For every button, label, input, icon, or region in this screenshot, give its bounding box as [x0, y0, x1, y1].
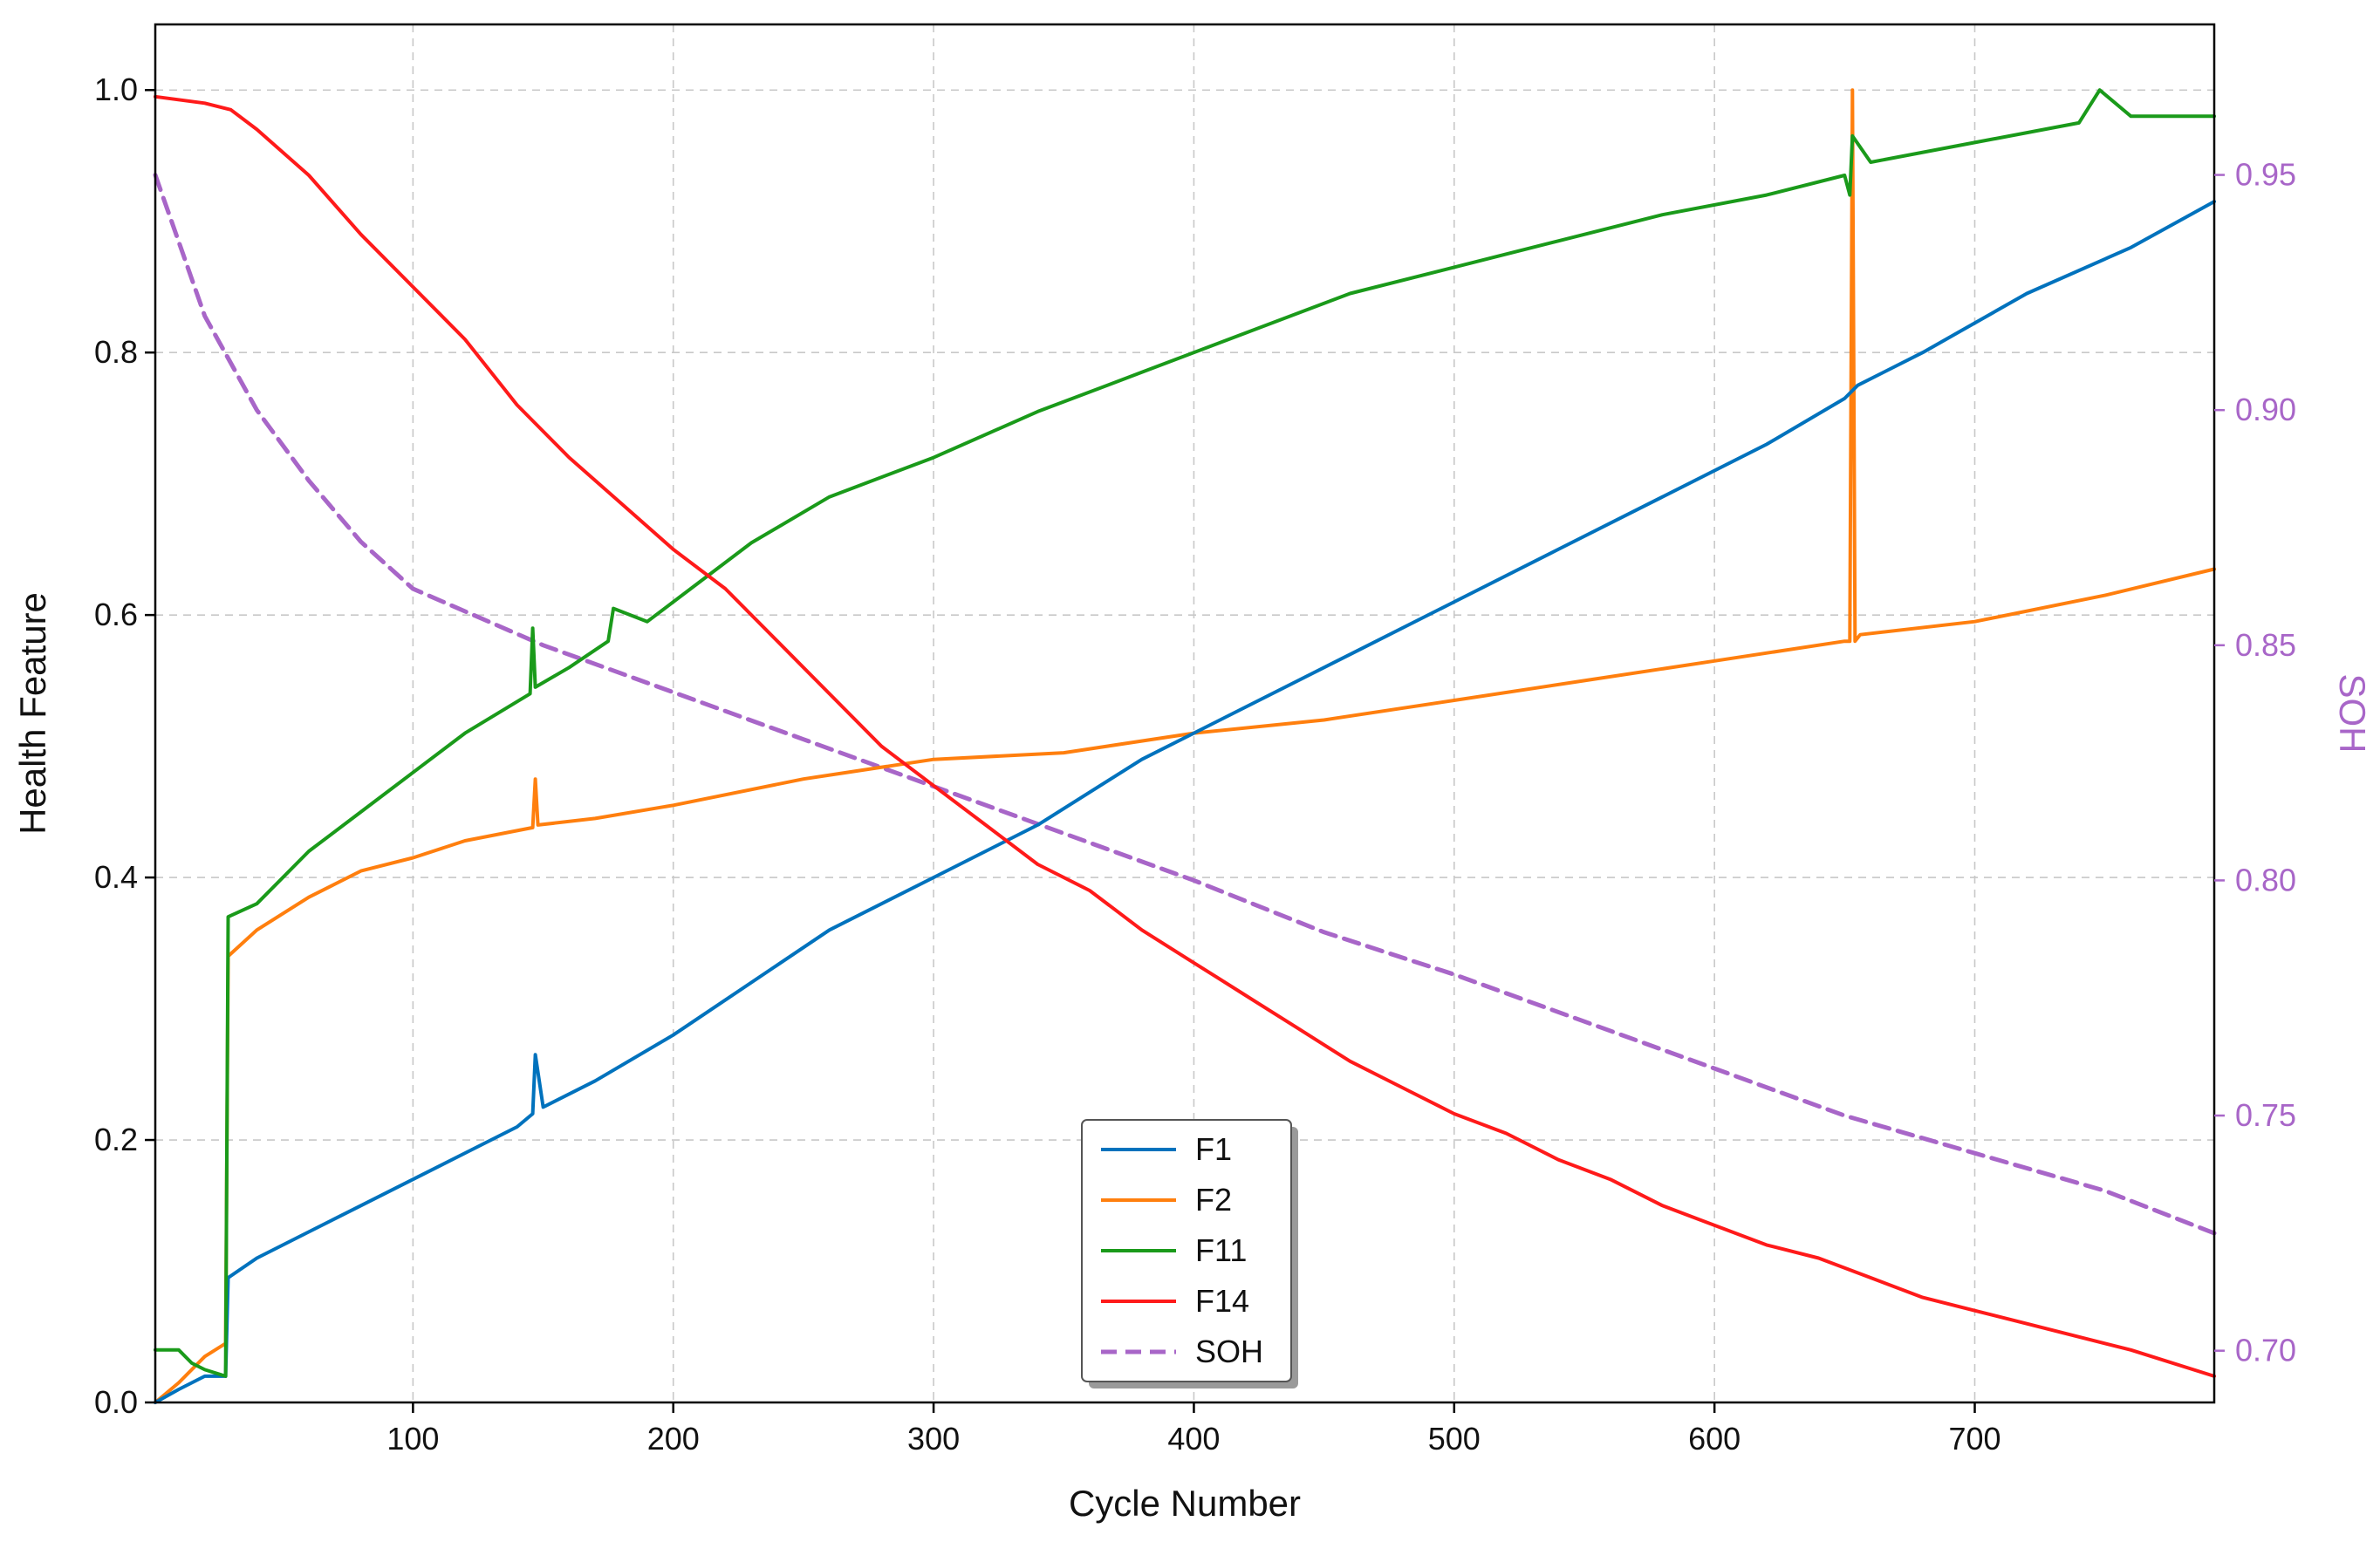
- y-tick-label: 0.2: [94, 1122, 138, 1157]
- x-tick-label: 300: [907, 1421, 960, 1457]
- y2-tick-label: 0.80: [2235, 862, 2296, 897]
- series-group: [153, 88, 2217, 1404]
- y2-tick-label: 0.85: [2235, 627, 2296, 663]
- grid-group: [155, 24, 2214, 1403]
- x-tick-label: 600: [1688, 1421, 1741, 1457]
- y2-tick-label: 0.95: [2235, 157, 2296, 193]
- y-axis-title: Health Feature: [12, 592, 53, 835]
- legend: F1 F2 F11 F14 SOH: [1081, 1119, 1298, 1388]
- legend-box: [1081, 1119, 1292, 1382]
- y2-ticks: 0.70 0.75 0.80 0.85 0.90 0.95: [2214, 157, 2296, 1368]
- plot-frame: [154, 23, 2216, 1404]
- legend-label-soh: SOH: [1195, 1334, 1263, 1369]
- x-tick-label: 700: [1948, 1421, 2000, 1457]
- x-tick-label: 200: [647, 1421, 700, 1457]
- series-line-f11: [154, 88, 2216, 1378]
- y-tick-label: 0.8: [94, 334, 138, 370]
- legend-label-f14: F14: [1195, 1283, 1249, 1319]
- x-axis-title: Cycle Number: [1069, 1483, 1301, 1524]
- x-ticks: 100 200 300 400 500 600 700: [386, 1402, 2001, 1457]
- y-tick-label: 0.0: [94, 1384, 138, 1420]
- series-line-soh: [153, 173, 2217, 1236]
- legend-label-f2: F2: [1195, 1182, 1232, 1218]
- x-tick-label: 400: [1167, 1421, 1220, 1457]
- y-tick-label: 1.0: [94, 72, 138, 107]
- legend-label-f1: F1: [1195, 1131, 1232, 1167]
- y-ticks: 0.0 0.2 0.4 0.6 0.8 1.0: [94, 72, 155, 1420]
- y2-tick-label: 0.90: [2235, 392, 2296, 427]
- y2-tick-label: 0.75: [2235, 1097, 2296, 1133]
- series-line-f1: [154, 200, 2216, 1404]
- series-line-f2: [154, 88, 2216, 1404]
- x-tick-label: 500: [1428, 1421, 1481, 1457]
- legend-label-f11: F11: [1195, 1232, 1247, 1268]
- y-tick-label: 0.4: [94, 859, 138, 895]
- y2-axis-title: SOH: [2332, 673, 2373, 753]
- y2-tick-label: 0.70: [2235, 1333, 2296, 1368]
- series-line-f14: [154, 94, 2216, 1378]
- y-tick-label: 0.6: [94, 597, 138, 632]
- x-tick-label: 100: [386, 1421, 439, 1457]
